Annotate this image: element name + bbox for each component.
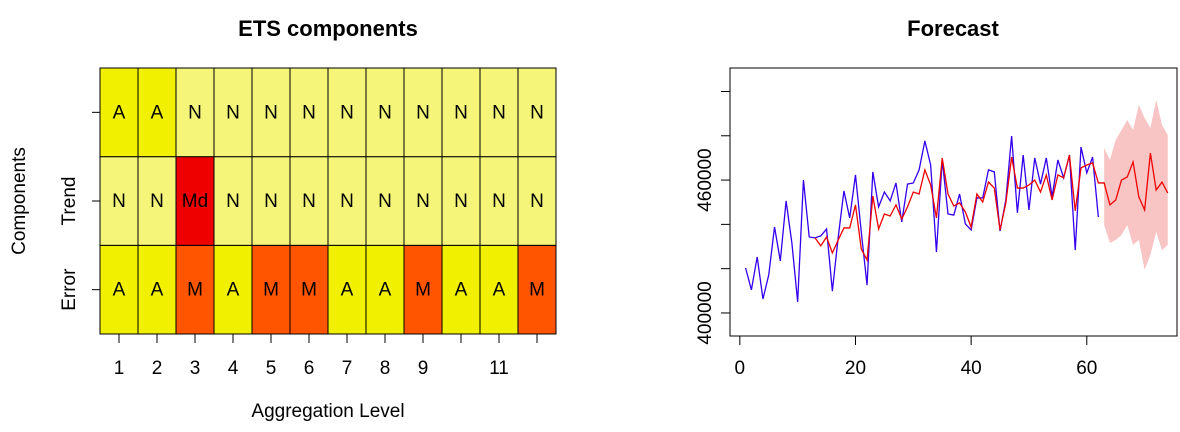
cell-label: A [227,280,240,301]
cell [517,244,557,335]
cell-label: N [302,191,316,212]
cell [365,67,405,158]
cell [517,67,557,158]
cell-label: N [492,191,506,212]
chart-title: Forecast [907,16,999,41]
cell [137,67,177,158]
cell [137,244,177,335]
cell [289,156,329,246]
x-tick-label: 8 [380,358,391,379]
cell-label: M [301,280,317,301]
y-tick-label: 460000 [695,148,716,211]
cell [479,156,519,246]
x-tick-label: 6 [304,358,315,379]
cell [213,156,253,246]
series-line [814,152,1169,263]
x-axis-label: Aggregation Level [251,401,404,422]
cell [175,67,215,158]
cell [365,244,405,335]
cell-label: M [187,280,203,301]
y-tick-label: 400000 [695,281,716,344]
cell-label: N [264,191,278,212]
cell-label: N [150,191,164,212]
cell [327,156,367,246]
cell [289,67,329,158]
cell [99,244,139,335]
interval-band [1104,99,1168,270]
x-tick-label: 4 [228,358,239,379]
cell-label: A [341,280,354,301]
plot-frame [729,67,1178,337]
cell-label: N [416,102,430,123]
cell-label: N [226,191,240,212]
y-tick-label: Error [59,268,80,311]
cell [365,156,405,246]
y-tick-label: Trend [59,177,80,226]
cell-label: N [378,102,392,123]
cell-label: M [263,280,279,301]
x-tick-label: 2 [152,358,163,379]
x-tick-label: 1 [114,358,125,379]
cell [289,244,329,335]
cell-label: M [529,280,545,301]
cell-label: N [454,191,468,212]
cell-label: N [226,102,240,123]
cell [175,156,215,246]
x-tick-label: 5 [266,358,277,379]
x-tick-label: 20 [845,358,866,379]
x-tick-label: 0 [735,358,746,379]
chart-title: ETS components [238,16,418,41]
cell [327,67,367,158]
cell-label: A [113,102,126,123]
cell-label: A [151,102,164,123]
y-axis-label: Components [9,147,30,255]
x-tick-label: 60 [1076,358,1097,379]
cell-label: A [493,280,506,301]
cell-label: N [188,102,202,123]
x-tick-label: 9 [418,358,429,379]
cell-label: Md [182,191,208,212]
cell-label: N [112,191,126,212]
cell-label: N [416,191,430,212]
cell-label: N [264,102,278,123]
cell-label: A [379,280,392,301]
cell [403,67,443,158]
cell-label: N [302,102,316,123]
x-tick-label: 7 [342,358,353,379]
x-tick-label: 11 [489,358,509,379]
cell-label: M [415,280,431,301]
cell-label: N [378,191,392,212]
cell [251,156,291,246]
cell-label: N [454,102,468,123]
cell-label: A [455,280,468,301]
cell-label: N [530,102,544,123]
cell-label: A [113,280,126,301]
cell [441,244,481,335]
x-tick-label: 3 [190,358,201,379]
cell [479,67,519,158]
cell-label: N [492,102,506,123]
cell [137,156,177,246]
cell-label: N [530,191,544,212]
x-tick-label: 40 [961,358,982,379]
cell [403,156,443,246]
series-line [744,135,1100,302]
cell-label: A [151,280,164,301]
cell-label: N [340,102,354,123]
cell-label: N [340,191,354,212]
